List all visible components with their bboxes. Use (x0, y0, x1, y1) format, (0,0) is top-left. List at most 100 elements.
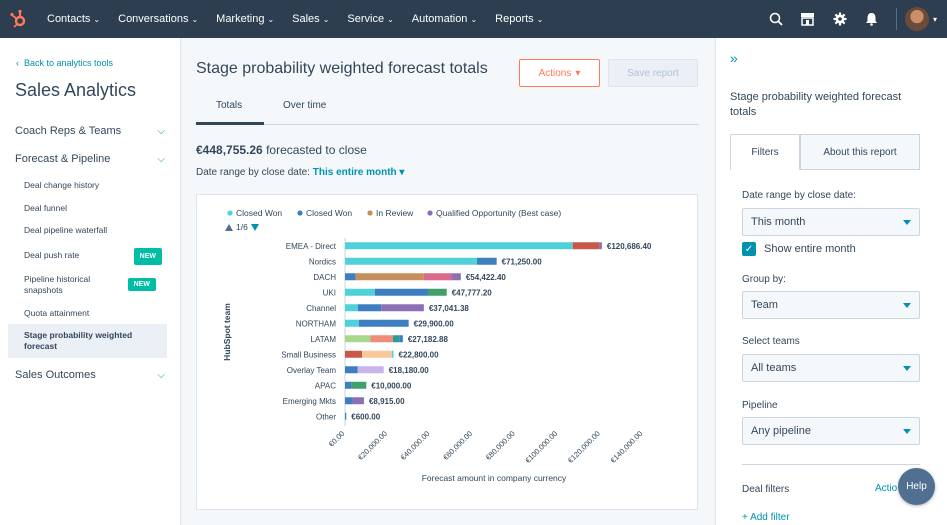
sidebar-title: Sales Analytics (15, 80, 137, 100)
show-entire-month-checkbox[interactable]: ✓ (742, 242, 756, 256)
collapse-panel-icon[interactable]: » (730, 50, 738, 66)
y-tick-label: Overlay Team (287, 366, 337, 375)
y-tick-label: APAC (315, 381, 336, 390)
tab-about-this-report[interactable]: About this report (800, 134, 920, 170)
bar-segment (362, 350, 392, 358)
caret-down-icon (903, 219, 911, 225)
back-link[interactable]: ‹ Back to analytics tools (16, 58, 114, 68)
bar-total-label: €600.00 (351, 412, 380, 421)
chevron-down-icon: ⌄ (387, 14, 394, 24)
bar-segment (345, 366, 358, 374)
bar-total-label: €37,041.38 (429, 304, 470, 313)
date-range-label: Date range by close date: (742, 190, 856, 201)
select-teams-select[interactable]: All teams (742, 354, 920, 382)
hubspot-sprocket-icon[interactable] (0, 0, 38, 38)
search-icon[interactable] (760, 0, 792, 38)
chevron-down-icon: ⌄ (470, 14, 478, 24)
group-by-select[interactable]: Team (742, 291, 920, 319)
y-tick-label: LATAM (311, 335, 337, 344)
x-tick-label: €120,000.00 (566, 429, 602, 465)
date-range-dropdown[interactable]: This entire month ▾ (312, 167, 405, 178)
forecast-summary: €448,755.26 forecasted to close (196, 143, 367, 157)
bar-segment (357, 366, 384, 374)
chevron-down-icon[interactable]: ▾ (932, 14, 937, 24)
nav-service[interactable]: Service ⌄ (347, 13, 394, 25)
bar-segment (358, 319, 409, 327)
nav-marketing[interactable]: Marketing ⌄ (216, 13, 275, 25)
sidebar-item-pipeline-historical-snapshots[interactable]: Pipeline historical snapshots (24, 274, 91, 295)
help-button[interactable]: Help (898, 468, 935, 505)
chevron-down-icon: ⌄ (93, 14, 101, 24)
bar-segment (345, 397, 353, 405)
add-filter-link[interactable]: + Add filter (742, 512, 790, 523)
nav-reports[interactable]: Reports ⌄ (495, 13, 544, 25)
x-tick-label: €0.00 (327, 429, 347, 449)
bar-total-label: €120,686.40 (607, 242, 652, 251)
x-tick-label: €20,000.00 (356, 429, 389, 462)
avatar[interactable] (904, 7, 929, 31)
filters-divider (742, 464, 920, 465)
sidebar-item-deal-funnel[interactable]: Deal funnel (24, 203, 68, 213)
group-by-label: Group by: (742, 274, 786, 285)
deal-filters-actions-link[interactable]: Actio (875, 483, 898, 494)
tab-totals[interactable]: Totals (216, 100, 243, 111)
top-navigation: Contacts ⌄ Conversations ⌄ Marketing ⌄ Sales ⌄ S… (0, 0, 947, 38)
bar-segment (392, 335, 400, 343)
bar-segment (345, 350, 363, 358)
chevron-down-icon: ⌵ (157, 125, 165, 137)
bar-total-label: €22,800.00 (399, 350, 440, 359)
y-tick-label: NORTHAM (296, 319, 337, 328)
section-outcomes[interactable]: Sales Outcomes ⌵ (15, 369, 165, 381)
sidebar-item-quota-attainment[interactable]: Quota attainment (24, 308, 90, 318)
nav-automation[interactable]: Automation ⌄ (411, 13, 478, 25)
bar-segment (451, 273, 461, 281)
x-tick-label: €40,000.00 (399, 429, 432, 462)
chevron-up-icon: ⌵ (157, 153, 165, 165)
y-tick-label: UKI (323, 288, 336, 297)
report-title: Stage probability weighted forecast tota… (196, 60, 488, 77)
caret-down-icon (903, 428, 911, 434)
section-coach[interactable]: Coach Reps & Teams ⌵ (15, 125, 165, 137)
bar-segment (345, 242, 573, 250)
pipeline-select[interactable]: Any pipeline (742, 417, 920, 445)
legend-marker (227, 210, 233, 216)
new-badge: NEW (127, 278, 156, 291)
select-teams-label: Select teams (742, 336, 800, 347)
nav-conversations[interactable]: Conversations ⌄ (118, 13, 199, 25)
chevron-left-icon: ‹ (16, 58, 24, 68)
section-forecast[interactable]: Forecast & Pipeline ⌵ (15, 153, 165, 165)
pipeline-label: Pipeline (742, 400, 778, 411)
forecast-amount: €448,755.26 (196, 143, 263, 157)
bar-total-label: €10,000.00 (371, 381, 412, 390)
caret-down-icon: ▾ (575, 67, 581, 79)
bar-segment (572, 242, 600, 250)
legend-page: 1/6 (236, 222, 248, 232)
bar-segment (374, 288, 429, 296)
sidebar-item-deal-push-rate[interactable]: Deal push rate NEW (24, 248, 162, 265)
bar-segment (345, 319, 359, 327)
settings-icon[interactable] (824, 0, 856, 38)
tab-filters[interactable]: Filters (730, 134, 800, 170)
sidebar-item-deal-change-history[interactable]: Deal change history (24, 180, 100, 190)
date-range-select[interactable]: This month (742, 208, 920, 236)
legend-label: Qualified Opportunity (Best case) (436, 208, 561, 218)
y-tick-label: Nordics (309, 257, 336, 266)
actions-button[interactable]: Actions ▾ (519, 59, 600, 87)
nav-contacts[interactable]: Contacts ⌄ (47, 13, 101, 25)
sidebar-item-deal-pipeline-waterfall[interactable]: Deal pipeline waterfall (24, 225, 108, 235)
nav-divider (895, 8, 897, 30)
sidebar-item-stage-probability-weighted-forecast[interactable]: Stage probability weighted forecast (8, 324, 167, 358)
marketplace-icon[interactable] (792, 0, 824, 38)
save-report-button[interactable]: Save report (608, 59, 698, 87)
bar-segment (351, 381, 367, 389)
bar-segment (381, 304, 424, 312)
tab-over-time[interactable]: Over time (283, 100, 327, 111)
legend-label: Closed Won (236, 208, 282, 218)
nav-sales[interactable]: Sales ⌄ (292, 13, 330, 25)
notifications-icon[interactable] (856, 0, 888, 38)
legend-label: Closed Won (306, 208, 352, 218)
x-tick-label: €80,000.00 (484, 429, 517, 462)
legend-marker (367, 210, 373, 216)
bar-segment (345, 257, 477, 265)
caret-down-icon (903, 302, 911, 308)
